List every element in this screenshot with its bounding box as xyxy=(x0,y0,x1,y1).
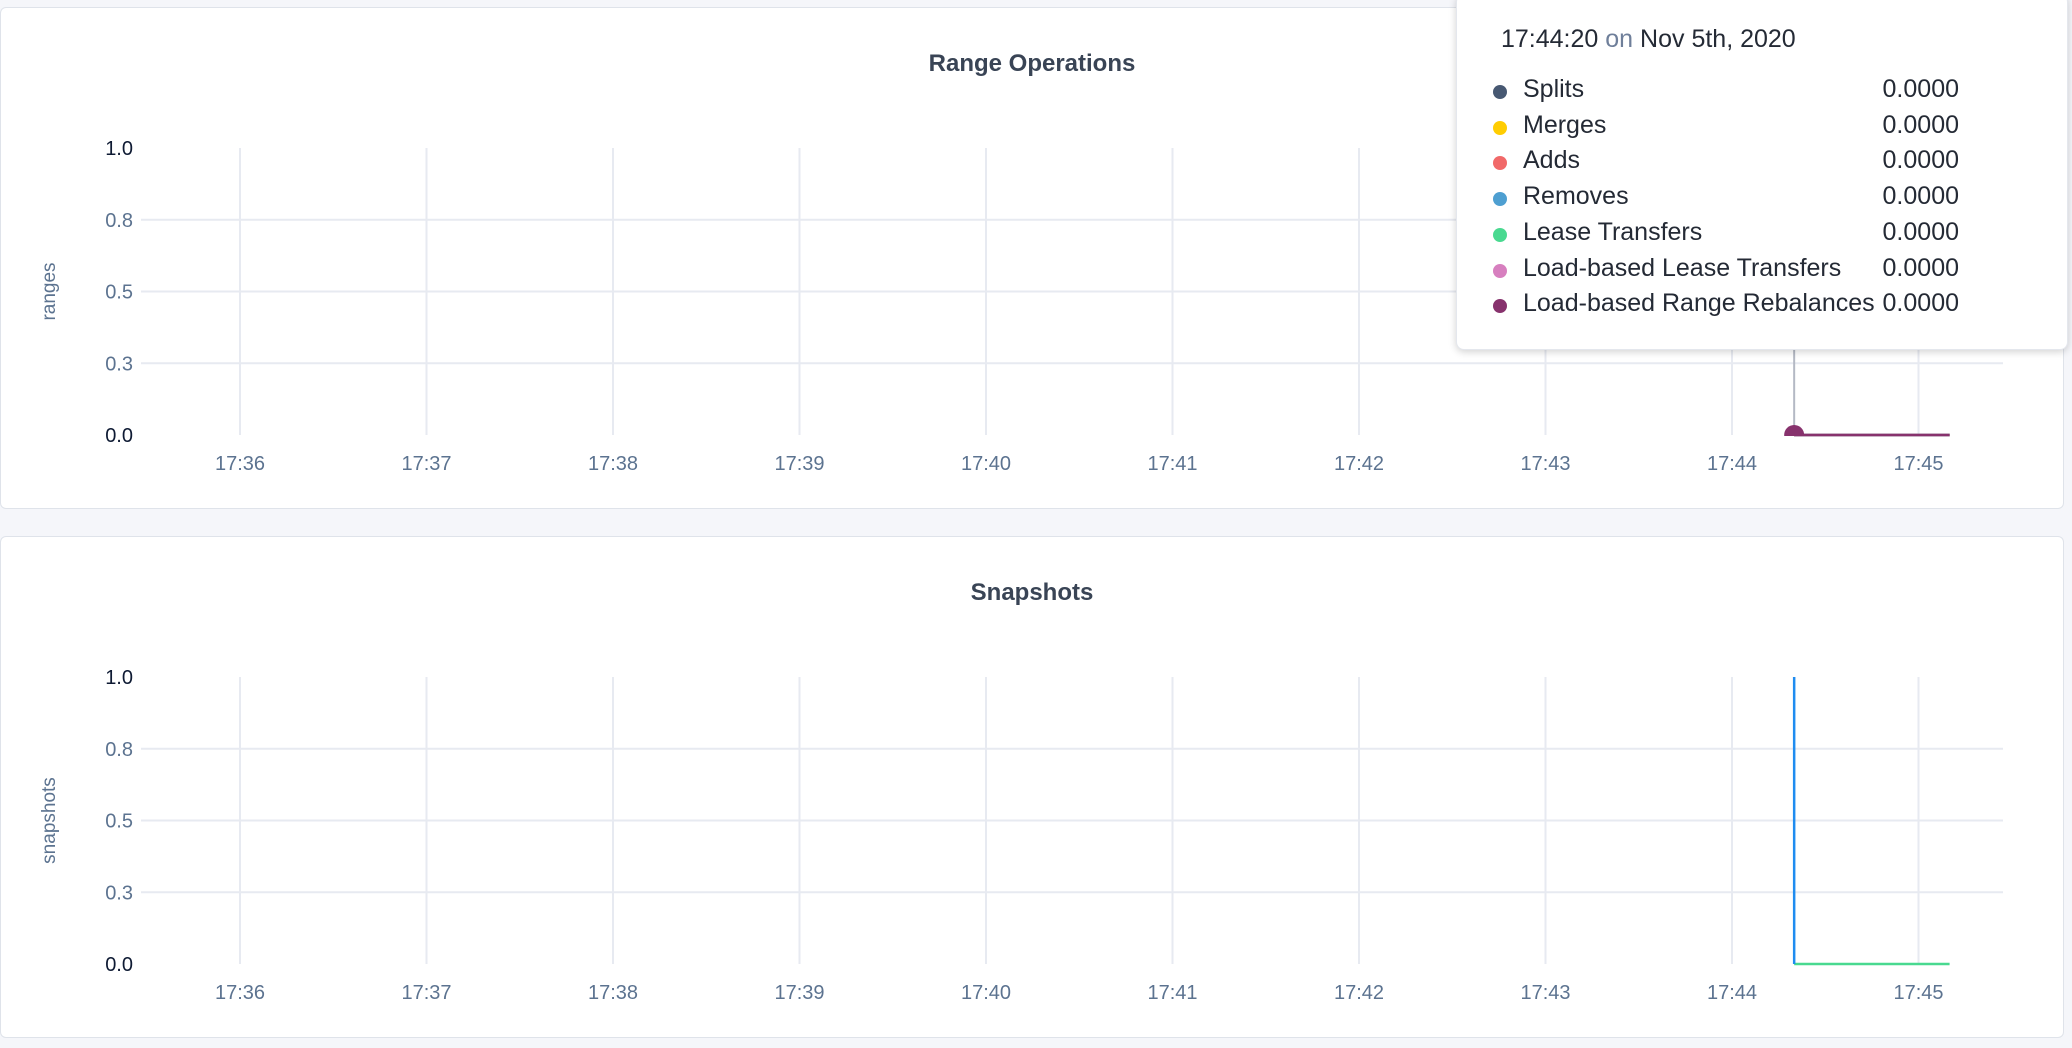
tooltip-row: Merges 0.0000 xyxy=(1489,110,1959,145)
tooltip-series-value: 0.0000 xyxy=(1882,253,1959,282)
y-tick-label: 1.0 xyxy=(105,667,133,689)
snapshots-chart[interactable]: 0.0 0.3 0.5 0.8 1.0 17:36 17:37 17:38 17:39 17:40… xyxy=(1,537,2065,1039)
y-tick-label: 0.0 xyxy=(105,425,133,447)
tooltip-row: Splits 0.0000 xyxy=(1489,75,1959,109)
tooltip-series-value: 0.0000 xyxy=(1882,217,1959,246)
x-tick-label: 17:43 xyxy=(1520,982,1570,1004)
tooltip-series-name: Adds xyxy=(1523,146,1580,175)
y-tick-label: 0.3 xyxy=(105,882,133,904)
legend-dot-icon xyxy=(1493,85,1507,99)
x-tick-label: 17:39 xyxy=(774,453,824,475)
y-tick-label: 0.3 xyxy=(105,353,133,375)
tooltip-date: Nov 5th, 2020 xyxy=(1640,25,1796,53)
tooltip-row: Adds 0.0000 xyxy=(1489,146,1959,180)
y-tick-label: 0.5 xyxy=(105,282,133,304)
tooltip-series-value: 0.0000 xyxy=(1882,110,1959,139)
x-tick-label: 17:42 xyxy=(1334,453,1384,475)
tooltip-timestamp: 17:44:20 on Nov 5th, 2020 xyxy=(1501,25,1796,54)
x-tick-label: 17:44 xyxy=(1707,982,1757,1004)
x-tick-label: 17:36 xyxy=(215,982,265,1004)
y-tick-label: 0.0 xyxy=(105,954,133,976)
tooltip-row: Load-based Lease Transfers 0.0000 xyxy=(1489,253,1959,288)
x-tick-label: 17:36 xyxy=(215,453,265,475)
y-tick-label: 1.0 xyxy=(105,138,133,160)
chart-title: Snapshots xyxy=(970,579,1094,606)
tooltip-row: Lease Transfers 0.0000 xyxy=(1489,217,1959,252)
y-tick-label: 0.5 xyxy=(105,811,133,833)
x-tick-label: 17:45 xyxy=(1893,453,1943,475)
y-tick-label: 0.8 xyxy=(105,210,133,232)
y-axis-label: ranges xyxy=(39,262,60,320)
hover-point xyxy=(1784,425,1805,436)
snapshots-panel: Snapshots 0.0 0.3 0.5 0.8 1.0 17:36 17:37 17:38… xyxy=(0,536,2064,1038)
tooltip-series-name: Removes xyxy=(1523,182,1629,211)
tooltip-series-value: 0.0000 xyxy=(1882,289,1959,318)
tooltip-on: on xyxy=(1605,25,1634,53)
tooltip-row: Load-based Range Rebalances 0.0000 xyxy=(1489,289,1959,323)
tooltip-series-value: 0.0000 xyxy=(1882,182,1959,211)
y-axis-label: snapshots xyxy=(39,777,60,864)
x-tick-label: 17:37 xyxy=(401,982,451,1004)
tooltip-series-name: Merges xyxy=(1523,110,1607,139)
legend-dot-icon xyxy=(1493,156,1507,171)
legend-dot-icon xyxy=(1493,120,1507,135)
legend-dot-icon xyxy=(1493,299,1507,314)
tooltip-series-value: 0.0000 xyxy=(1882,146,1959,175)
chart-title: Range Operations xyxy=(928,50,1136,77)
x-tick-label: 17:38 xyxy=(588,982,638,1004)
x-tick-label: 17:44 xyxy=(1707,453,1757,475)
legend-dot-icon xyxy=(1493,263,1507,278)
x-tick-label: 17:43 xyxy=(1520,453,1570,475)
x-tick-label: 17:40 xyxy=(961,982,1011,1004)
x-tick-label: 17:37 xyxy=(401,453,451,475)
x-tick-label: 17:38 xyxy=(588,453,638,475)
tooltip-series-name: Load-based Range Rebalances xyxy=(1523,289,1875,318)
hover-tooltip: 17:44:20 on Nov 5th, 2020 Splits 0.0000 Me… xyxy=(1456,0,2068,350)
tooltip-time: 17:44:20 xyxy=(1501,25,1599,53)
legend-dot-icon xyxy=(1493,192,1507,207)
legend-dot-icon xyxy=(1493,227,1507,242)
x-tick-label: 17:39 xyxy=(774,982,824,1004)
x-tick-label: 17:42 xyxy=(1334,982,1384,1004)
tooltip-series-name: Load-based Lease Transfers xyxy=(1523,253,1842,282)
tooltip-series-name: Lease Transfers xyxy=(1523,217,1703,246)
tooltip-row: Removes 0.0000 xyxy=(1489,182,1959,216)
tooltip-series-value: 0.0000 xyxy=(1882,75,1959,103)
x-tick-label: 17:40 xyxy=(961,453,1011,475)
tooltip-series-name: Splits xyxy=(1523,75,1585,103)
x-tick-label: 17:45 xyxy=(1893,982,1943,1004)
x-tick-label: 17:41 xyxy=(1147,982,1197,1004)
x-tick-label: 17:41 xyxy=(1147,453,1197,475)
y-tick-label: 0.8 xyxy=(105,739,133,761)
